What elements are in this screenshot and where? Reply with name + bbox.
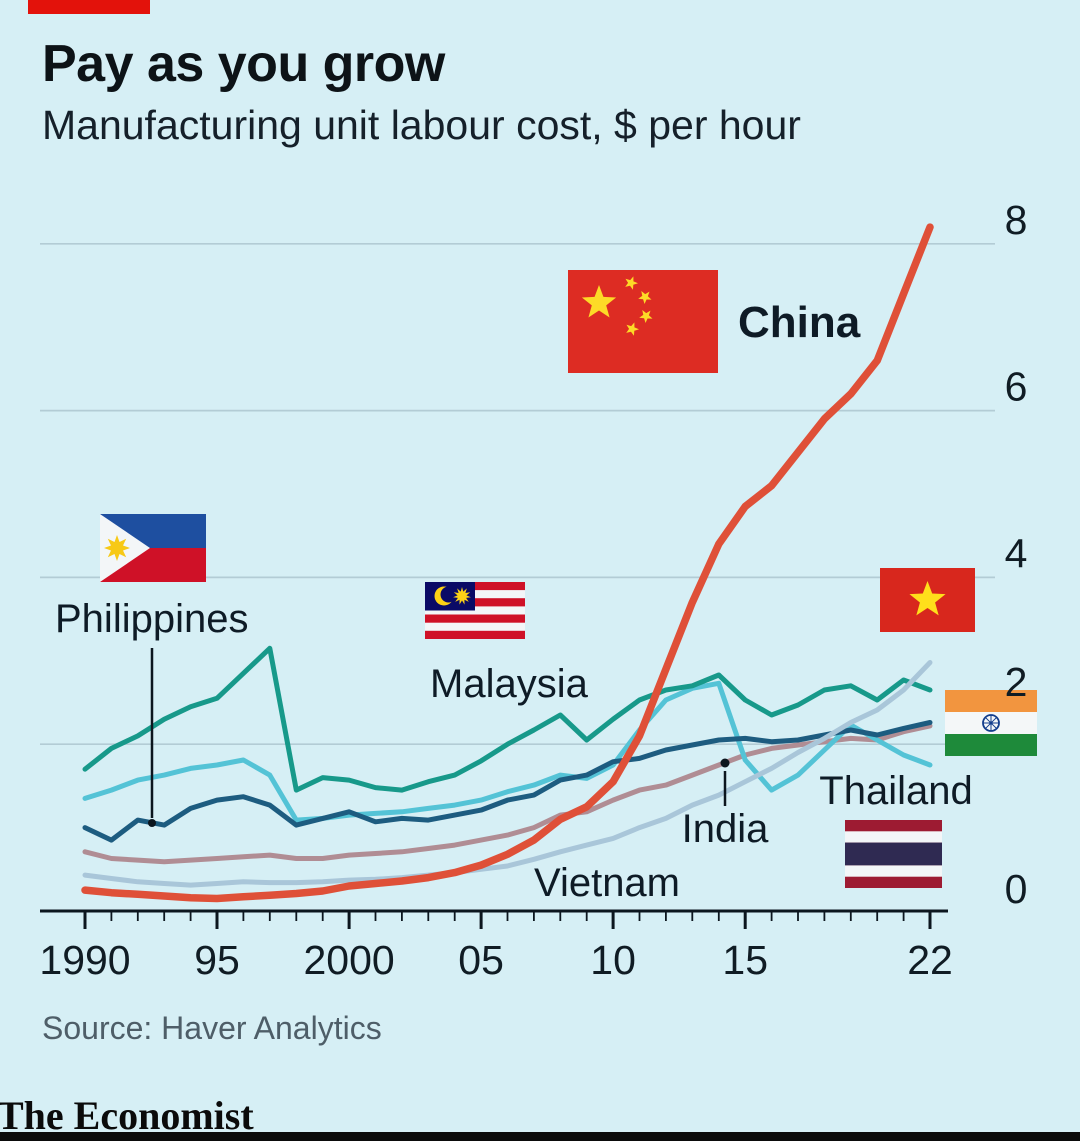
y-axis-label-2: 2	[1005, 659, 1028, 705]
india-pointer-dot	[720, 758, 730, 768]
series-line-malaysia	[82, 645, 933, 793]
series-line-china	[81, 223, 934, 903]
source-note: Source: Haver Analytics	[42, 1010, 382, 1046]
economist-brand: The Economist	[0, 1093, 254, 1138]
philippines-annotation	[148, 648, 156, 827]
series-line-thailand	[82, 680, 933, 823]
x-axis-label-2005: 05	[458, 937, 504, 983]
india-flag-icon	[945, 690, 1037, 756]
series-line-philippines	[82, 720, 933, 843]
india-annotation	[720, 758, 730, 806]
x-axis-label-2015: 15	[722, 937, 768, 983]
india-label: India	[682, 807, 769, 851]
vietnam-label: Vietnam	[534, 861, 680, 905]
x-axis-labels-group: 1990 95 2000 05 10 15 22	[39, 937, 952, 983]
china-flag-icon	[568, 270, 718, 373]
x-axis-label-1995: 95	[194, 937, 240, 983]
philippines-label: Philippines	[55, 597, 248, 641]
series-line-vietnam	[82, 660, 933, 888]
x-axis-label-2000: 2000	[303, 937, 394, 983]
thailand-label: Thailand	[819, 769, 972, 813]
y-axis-label-8: 8	[1005, 197, 1028, 243]
malaysia-flag-icon	[425, 582, 525, 639]
series-lines-group	[81, 223, 934, 903]
philippines-flag-icon	[100, 514, 206, 582]
series-line-india	[82, 723, 933, 865]
bottom-black-bar	[0, 1132, 1080, 1141]
malaysia-label: Malaysia	[430, 662, 589, 706]
chart-title: Pay as you grow	[42, 35, 445, 93]
y-axis-label-6: 6	[1005, 364, 1028, 410]
philippines-pointer-dot	[148, 819, 156, 827]
vietnam-flag-icon	[880, 568, 975, 632]
economist-red-tab	[28, 0, 150, 14]
thailand-flag-icon	[845, 820, 942, 888]
chart-subtitle: Manufacturing unit labour cost, $ per ho…	[42, 102, 801, 148]
x-axis-label-2010: 10	[590, 937, 636, 983]
x-axis-label-2022: 22	[907, 937, 953, 983]
y-axis-label-0: 0	[1005, 866, 1028, 912]
y-axis-label-4: 4	[1005, 530, 1028, 576]
y-axis-labels-group: 0 2 4 6 8	[1005, 197, 1028, 912]
x-ticks-group	[83, 912, 932, 929]
china-label: China	[738, 298, 861, 347]
x-axis-label-1990: 1990	[39, 937, 130, 983]
